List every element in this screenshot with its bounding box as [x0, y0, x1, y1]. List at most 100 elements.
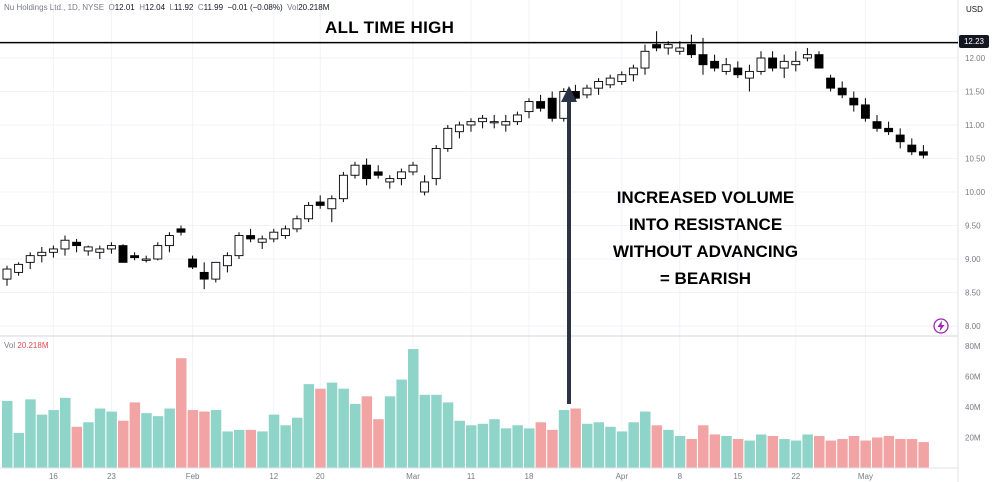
- volume-tick-label: 40M: [965, 403, 981, 412]
- volume-bar: [419, 394, 431, 468]
- time-tick-label: 11: [467, 472, 476, 481]
- time-tick-label: 16: [49, 472, 58, 481]
- volume-bar: [83, 422, 94, 468]
- candle-body: [663, 44, 673, 49]
- volume-bar: [315, 388, 326, 468]
- candle-body: [431, 147, 441, 180]
- volume-bar: [512, 425, 523, 468]
- volume-legend-label: Vol: [4, 341, 16, 350]
- candle-body: [222, 255, 232, 267]
- candle-body: [756, 57, 766, 72]
- volume-bar: [825, 440, 837, 468]
- volume-bar: [732, 439, 744, 468]
- volume-bar: [350, 403, 361, 468]
- all-time-high-label: ALL TIME HIGH: [325, 18, 455, 37]
- volume-legend-value: 20.218M: [17, 341, 49, 350]
- volume-bar: [338, 388, 349, 468]
- volume-bar: [245, 429, 257, 468]
- volume-bar: [906, 439, 918, 468]
- volume-bar: [176, 358, 187, 468]
- candle-body: [362, 164, 372, 180]
- volume-bar: [129, 402, 141, 468]
- volume-tick-label: 20M: [965, 434, 981, 443]
- volume-bar: [616, 431, 628, 468]
- low-value: 11.92: [173, 3, 194, 12]
- close-label: C: [197, 3, 204, 12]
- volume-bar: [164, 408, 175, 468]
- volume-bar: [663, 429, 674, 468]
- candle-body: [536, 101, 546, 109]
- candle-body: [25, 255, 35, 263]
- volume-bar: [872, 437, 883, 468]
- symbol-name: Nu Holdings Ltd., 1D, NYSE: [4, 3, 105, 12]
- candle-body: [338, 174, 348, 200]
- price-tick-label: 9.00: [965, 255, 981, 264]
- volume-bar: [13, 432, 25, 468]
- candle-body: [141, 258, 151, 261]
- lightning-icon[interactable]: [933, 318, 949, 334]
- candle-body: [37, 251, 47, 257]
- candle-body: [454, 124, 464, 133]
- volume-bar: [234, 429, 245, 468]
- volume-bar: [558, 410, 570, 468]
- note-line-4: = BEARISH: [659, 269, 752, 288]
- arrow: [561, 86, 577, 404]
- volume-axis-labels: 20M 40M 60M 80M: [965, 342, 981, 443]
- volume-bar: [118, 420, 129, 468]
- candle-body: [814, 54, 824, 69]
- volume-bar: [303, 384, 315, 468]
- time-axis-labels: 16 23 Feb 12 20 Mar 11 18 Apr 8 15 22 May: [49, 472, 873, 481]
- last-price-tag: 12.23: [959, 35, 989, 48]
- volume-bar: [605, 426, 616, 468]
- candle-body: [652, 44, 662, 49]
- candle-body: [350, 164, 360, 176]
- close-value: 11.99: [203, 3, 224, 12]
- candle-body: [582, 87, 592, 96]
- volume-bar: [431, 394, 442, 468]
- volume-bar: [535, 422, 547, 468]
- candle-body: [872, 121, 882, 129]
- candle-body: [721, 64, 731, 72]
- candle-body: [408, 164, 418, 173]
- candle-body: [884, 127, 894, 133]
- volume-bar: [141, 413, 152, 468]
- volume-bar: [187, 410, 199, 468]
- volume-bar: [651, 425, 663, 468]
- volume-tick-label: 60M: [965, 373, 981, 382]
- volume-bar: [837, 439, 848, 468]
- volume-bar: [628, 422, 639, 468]
- price-tick-label: 8.50: [965, 289, 981, 298]
- volume-bar: [384, 396, 396, 468]
- candle-body: [257, 238, 267, 243]
- candle-body: [802, 54, 812, 59]
- volume-bar: [524, 428, 535, 468]
- candle-body: [48, 248, 58, 253]
- volume-bar: [257, 431, 268, 468]
- bearish-note: INCREASED VOLUME INTO RESISTANCE WITHOUT…: [578, 184, 833, 292]
- time-tick-label: 12: [269, 472, 278, 481]
- time-tick-label: 15: [733, 472, 742, 481]
- candle-body: [524, 101, 534, 113]
- candle-body: [826, 77, 836, 89]
- volume-bar: [222, 431, 233, 468]
- volume-bar: [373, 419, 384, 468]
- price-tick-label: 11.50: [965, 88, 985, 97]
- candle-body: [640, 50, 650, 69]
- volume-bar: [582, 423, 593, 468]
- candle-body: [72, 241, 82, 247]
- candle-body: [106, 245, 116, 250]
- time-tick-label: Feb: [186, 472, 200, 481]
- volume-bar: [686, 439, 697, 468]
- candle-body: [2, 268, 12, 280]
- time-tick-label: 8: [678, 472, 683, 481]
- note-line-1: INCREASED VOLUME: [616, 188, 795, 207]
- volume-bar: [640, 411, 651, 468]
- candle-body: [373, 171, 383, 176]
- volume-bar: [2, 400, 13, 468]
- candle-body: [849, 97, 859, 106]
- volume-bar: [744, 440, 755, 468]
- volume-bar: [918, 442, 929, 468]
- high-label: H: [139, 3, 145, 12]
- price-tick-label: 11.00: [965, 121, 985, 130]
